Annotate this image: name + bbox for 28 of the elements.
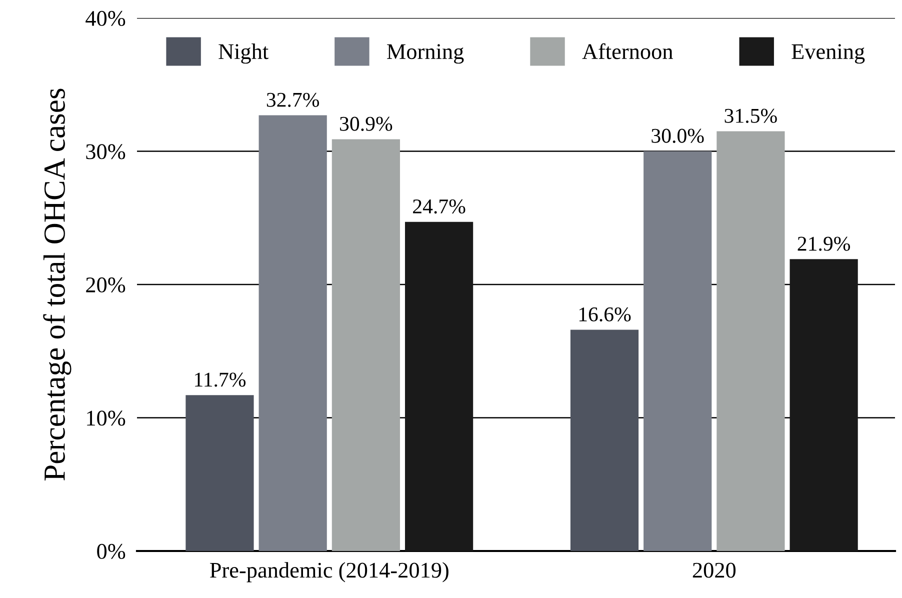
legend-label: Night [218, 43, 268, 64]
data-label: 32.7% [266, 92, 320, 107]
data-label: 30.0% [652, 128, 704, 143]
bar [570, 330, 639, 551]
x-tick-label: Pre-pandemic (2014-2019) [210, 562, 448, 582]
legend-label: Morning [387, 44, 464, 64]
legend-label: Evening [792, 44, 865, 64]
x-tick-label: 2020 [692, 562, 736, 578]
y-tick-label: 20% [86, 277, 126, 292]
y-axis-title: Percentage of total OHCA cases [43, 88, 72, 480]
bar [186, 395, 254, 551]
bar [258, 115, 327, 551]
data-label: 30.9% [340, 116, 392, 131]
y-tick-label: 0% [97, 544, 126, 559]
legend-label: Afternoon [582, 43, 673, 60]
y-tick-label: 10% [87, 410, 126, 426]
data-label: 11.7% [195, 372, 246, 387]
bar [644, 151, 712, 551]
bar [790, 259, 858, 551]
bar [404, 222, 474, 551]
data-label: 21.9% [798, 236, 850, 251]
data-label: 31.5% [724, 108, 777, 123]
data-label: 24.7% [413, 199, 466, 214]
bar [332, 139, 400, 551]
y-tick-label: 30% [86, 144, 126, 160]
data-label: 16.6% [579, 307, 631, 322]
bar [716, 131, 785, 551]
y-tick-label: 40% [86, 10, 126, 26]
